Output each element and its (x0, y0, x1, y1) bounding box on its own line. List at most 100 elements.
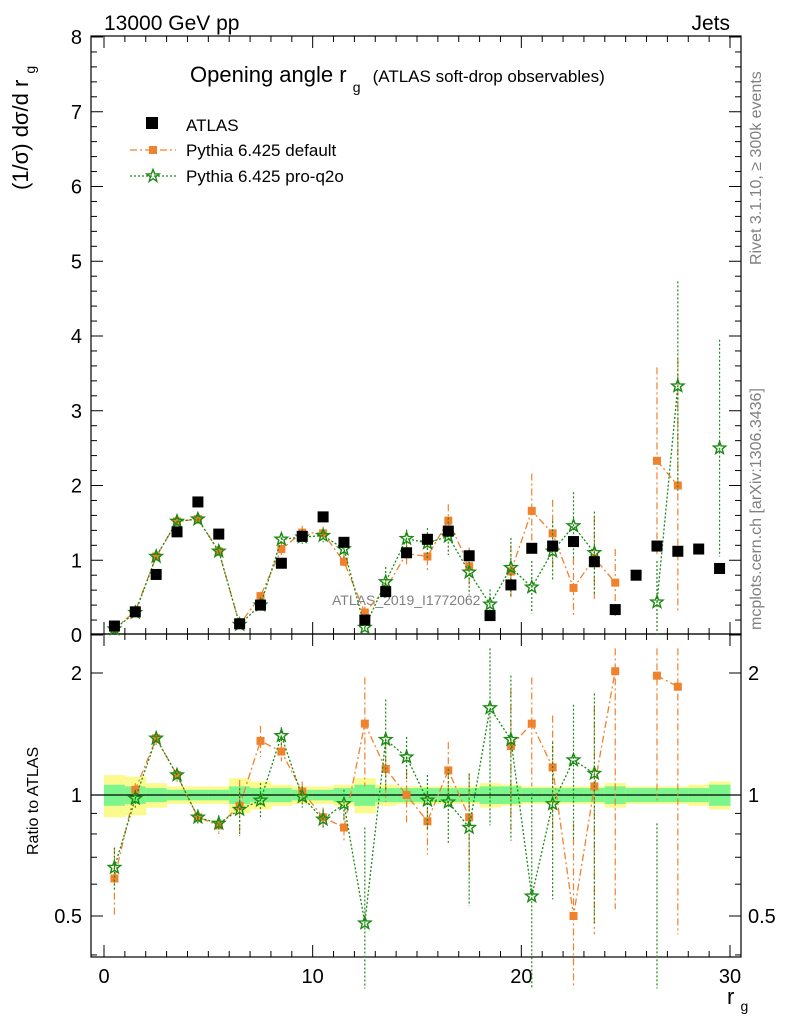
atlas-point (609, 604, 621, 616)
default-ratio-point (423, 817, 432, 826)
atlas-point (651, 540, 663, 552)
y-axis-label: (1/σ) dσ/d r g (8, 66, 38, 190)
y-axis-label-sub: g (22, 66, 38, 74)
y-axis-label-main: (1/σ) dσ/d r (8, 80, 33, 190)
default-main-point (652, 456, 661, 465)
proq2o-ratio-point (252, 791, 269, 808)
default-main-point (256, 592, 265, 601)
atlas-point (380, 586, 392, 598)
ratio-tick-label-right: 2 (748, 663, 759, 685)
proq2o-main-point (210, 542, 227, 559)
atlas-point (484, 610, 496, 622)
legend-atlas-label: ATLAS (186, 116, 239, 135)
legend-star-shape (144, 167, 162, 183)
proq2o-ratio-point (356, 914, 373, 931)
atlas-point (421, 533, 433, 545)
default-ratio-point (110, 874, 119, 883)
ratio-tick-label: 2 (71, 663, 82, 685)
legend-atlas-marker (146, 117, 158, 129)
proq2o-ratio-point (377, 731, 394, 747)
proq2o-ratio-point (335, 795, 352, 811)
chart-title: Opening angle r g (ATLAS soft-drop obser… (190, 62, 605, 97)
default-ratio-point (652, 671, 661, 680)
axes: 0 10 20 30 0 1 2 3 4 5 6 7 8 0.5 0.5 1 1 2 2 (54, 27, 776, 988)
proq2o-main-point (711, 439, 728, 456)
y-tick-label: 2 (71, 476, 82, 498)
proq2o-ratio-point (440, 793, 457, 810)
x-tick-label: 20 (510, 966, 532, 988)
atlas-point (255, 599, 266, 611)
default-main-line (510, 509, 616, 590)
legend-default-marker (149, 146, 157, 154)
y-tick-label: 3 (71, 401, 82, 423)
y-tick-label: 1 (71, 550, 82, 572)
default-main-line (656, 460, 679, 486)
default-ratio-point (611, 667, 620, 676)
y-tick-label: 4 (71, 326, 82, 348)
atlas-point (317, 511, 329, 523)
proq2o-main-point (273, 530, 290, 547)
proq2o-main-point (398, 530, 415, 546)
y-tick-label: 5 (71, 251, 82, 273)
default-ratio-point (152, 734, 161, 743)
x-axis-label-main: r (727, 984, 734, 1009)
header-right: Jets (691, 12, 730, 35)
x-tick-label: 10 (302, 966, 324, 988)
proq2o-ratio-point (189, 808, 206, 825)
default-main-point (444, 516, 453, 525)
atlas-point (296, 530, 308, 542)
ratio-tick-label-right: 1 (748, 785, 759, 807)
analysis-watermark: ATLAS_2019_I1772062 (332, 592, 481, 608)
atlas-point (547, 540, 559, 552)
default-ratio-point (339, 823, 348, 832)
atlas-point (401, 547, 413, 559)
default-ratio-point (569, 912, 578, 920)
proq2o-main-point (669, 377, 686, 393)
atlas-point (588, 556, 600, 568)
proq2o-ratio-point (419, 791, 436, 808)
proq2o-main-point (314, 527, 332, 543)
proq2o-ratio-point (565, 751, 582, 767)
proq2o-ratio-point (294, 788, 311, 804)
default-ratio-point (319, 813, 328, 822)
default-ratio-point (256, 736, 265, 745)
x-axis-label: r g (727, 984, 748, 1014)
proq2o-main-point (189, 510, 206, 527)
proq2o-ratio-point (544, 795, 561, 811)
proq2o-ratio-line (113, 706, 595, 924)
default-ratio-point (673, 682, 682, 691)
ratio-y-axis-label: Ratio to ATLAS (25, 747, 42, 855)
proq2o-ratio-point (315, 810, 332, 827)
atlas-point (526, 542, 538, 554)
atlas-point (672, 545, 684, 557)
proq2o-main-point (482, 595, 499, 612)
default-main-point (548, 529, 557, 538)
atlas-point (234, 618, 246, 630)
rivet-label: Rivet 3.1.10, ≥ 300k events (748, 71, 765, 265)
default-main-line (113, 518, 470, 630)
proq2o-main-point (169, 512, 186, 529)
proq2o-main-point (502, 559, 519, 575)
proq2o-ratio-point (482, 699, 499, 715)
atlas-point (714, 562, 726, 574)
atlas-point (338, 536, 350, 548)
x-tick-label: 0 (98, 966, 109, 988)
legend-proq2o-label: Pythia 6.425 pro-q2o (186, 167, 344, 186)
atlas-point (129, 606, 141, 618)
proq2o-ratio-point (127, 789, 144, 806)
default-ratio-point (173, 771, 182, 780)
atlas-point (568, 536, 579, 548)
proq2o-ratio-point (273, 727, 290, 743)
chart-title-rest: (ATLAS soft-drop observables) (373, 67, 605, 86)
default-ratio-point (506, 742, 515, 751)
proq2o-main-point (586, 544, 603, 560)
atlas-point (359, 614, 371, 626)
atlas-point (630, 569, 642, 581)
proq2o-main-point (648, 593, 665, 610)
proq2o-ratio-point (231, 801, 248, 817)
proq2o-ratio-point (169, 766, 186, 782)
atlas-point (505, 579, 517, 591)
legend-default-label: Pythia 6.425 default (186, 141, 337, 160)
proq2o-main-line (656, 386, 679, 603)
